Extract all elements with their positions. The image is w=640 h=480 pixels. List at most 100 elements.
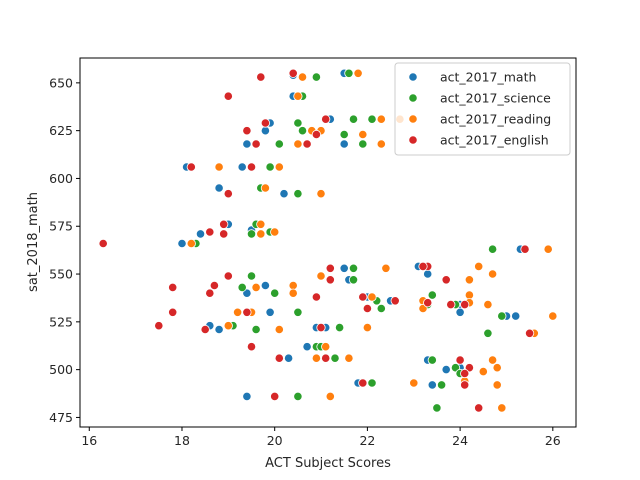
point-act_2017_english-8 — [302, 139, 312, 149]
point-act_2017_english-3 — [321, 114, 331, 124]
point-act_2017_english-25 — [358, 292, 368, 302]
point-act_2017_english-21 — [168, 282, 178, 292]
point-act_2017_reading-1 — [293, 91, 303, 101]
point-act_2017_math-30 — [265, 307, 275, 317]
point-act_2017_reading-30 — [233, 307, 243, 317]
point-act_2017_science-22 — [376, 303, 386, 314]
point-act_2017_english-46 — [223, 271, 233, 281]
point-act_2017_science-11 — [293, 189, 303, 199]
legend-marker-act_2017_science — [408, 93, 418, 103]
y-axis: 475 500 525 550 575 600 625 650 — [49, 75, 80, 425]
point-act_2017_english-33 — [154, 321, 164, 331]
point-act_2017_reading-36 — [548, 311, 558, 321]
point-act_2017_math-10 — [214, 183, 224, 193]
point-act_2017_english-48 — [418, 261, 428, 271]
point-act_2017_reading-15 — [256, 229, 266, 239]
point-act_2017_reading-26 — [464, 290, 474, 300]
legend-label-act_2017_reading: act_2017_reading — [440, 112, 551, 127]
point-act_2017_english-44 — [474, 403, 484, 413]
point-act_2017_reading-50 — [464, 275, 474, 285]
point-act_2017_english-30 — [168, 307, 178, 317]
point-act_2017_math-7 — [242, 139, 252, 149]
point-act_2017_math-34 — [214, 324, 224, 335]
point-act_2017_reading-17 — [186, 238, 196, 249]
point-act_2017_science-39 — [330, 353, 340, 363]
point-act_2017_english-22 — [209, 280, 219, 291]
point-act_2017_english-6 — [311, 129, 321, 140]
point-act_2017_science-25 — [270, 288, 280, 298]
point-act_2017_english-4 — [260, 118, 270, 128]
legend: act_2017_math act_2017_science act_2017_re… — [394, 62, 571, 156]
plot-points — [98, 68, 558, 413]
point-act_2017_reading-2 — [297, 72, 308, 82]
point-act_2017_science-45 — [432, 403, 442, 413]
y-tick-label: 575 — [49, 219, 73, 234]
point-act_2017_reading-22 — [251, 282, 261, 292]
point-act_2017_science-32 — [497, 311, 507, 321]
point-act_2017_english-45 — [270, 391, 280, 401]
point-act_2017_science-5 — [293, 118, 303, 128]
point-act_2017_reading-13 — [260, 183, 270, 193]
point-act_2017_science-40 — [427, 355, 437, 365]
point-act_2017_math-43 — [441, 364, 451, 375]
point-act_2017_science-0 — [344, 68, 354, 78]
point-act_2017_english-23 — [205, 288, 215, 298]
point-act_2017_science-31 — [293, 307, 303, 317]
point-act_2017_english-43 — [460, 380, 470, 390]
point-act_2017_english-27 — [423, 298, 433, 308]
point-act_2017_english-32 — [200, 324, 210, 335]
point-act_2017_science-8 — [358, 139, 368, 149]
point-act_2017_reading-49 — [487, 269, 498, 279]
point-act_2017_math-20 — [423, 269, 433, 279]
point-act_2017_english-0 — [288, 68, 298, 78]
point-act_2017_english-13 — [219, 229, 229, 239]
point-act_2017_english-15 — [98, 238, 108, 249]
point-act_2017_reading-0 — [353, 68, 363, 78]
point-act_2017_reading-8 — [293, 139, 303, 149]
point-act_2017_science-9 — [274, 139, 284, 149]
point-act_2017_reading-12 — [316, 189, 326, 199]
x-axis: 16 18 20 22 24 26 — [81, 427, 561, 448]
point-act_2017_reading-18 — [543, 244, 553, 254]
y-tick-label: 475 — [49, 410, 73, 425]
point-act_2017_reading-48 — [325, 391, 335, 401]
point-act_2017_math-31 — [455, 307, 465, 317]
point-act_2017_reading-40 — [311, 353, 321, 363]
legend-marker-act_2017_reading — [408, 114, 418, 124]
point-act_2017_math-15 — [177, 238, 187, 249]
point-act_2017_english-24 — [311, 292, 321, 302]
point-act_2017_english-34 — [316, 322, 326, 333]
point-act_2017_science-43 — [367, 378, 377, 388]
x-axis-label: ACT Subject Scores — [265, 456, 391, 471]
point-act_2017_reading-47 — [497, 403, 507, 413]
point-act_2017_reading-41 — [487, 355, 498, 365]
point-act_2017_english-11 — [223, 189, 233, 199]
point-act_2017_science-2 — [311, 72, 321, 82]
point-act_2017_english-10 — [246, 162, 257, 172]
x-tick-label: 24 — [452, 433, 468, 448]
point-act_2017_english-5 — [242, 126, 252, 136]
point-act_2017_reading-7 — [358, 129, 368, 140]
point-act_2017_math-33 — [511, 311, 521, 321]
point-act_2017_math-13 — [195, 229, 206, 239]
legend-box — [394, 62, 571, 156]
legend-label-act_2017_english: act_2017_english — [440, 133, 549, 148]
point-act_2017_math-11 — [279, 189, 289, 199]
legend-marker-act_2017_english — [408, 135, 418, 145]
point-act_2017_reading-32 — [223, 321, 233, 331]
x-tick-label: 26 — [545, 433, 561, 448]
point-act_2017_reading-16 — [270, 227, 280, 237]
point-act_2017_reading-9 — [376, 139, 386, 149]
point-act_2017_english-47 — [460, 299, 470, 310]
point-act_2017_science-44 — [436, 380, 447, 390]
point-act_2017_science-34 — [251, 324, 261, 335]
point-act_2017_reading-20 — [474, 261, 484, 271]
point-act_2017_science-36 — [483, 328, 493, 338]
point-act_2017_math-40 — [283, 353, 294, 363]
point-act_2017_english-17 — [325, 263, 335, 273]
point-act_2017_english-29 — [362, 303, 372, 314]
point-act_2017_science-7 — [339, 129, 349, 140]
point-act_2017_math-5 — [260, 126, 270, 136]
y-tick-label: 550 — [49, 267, 73, 282]
